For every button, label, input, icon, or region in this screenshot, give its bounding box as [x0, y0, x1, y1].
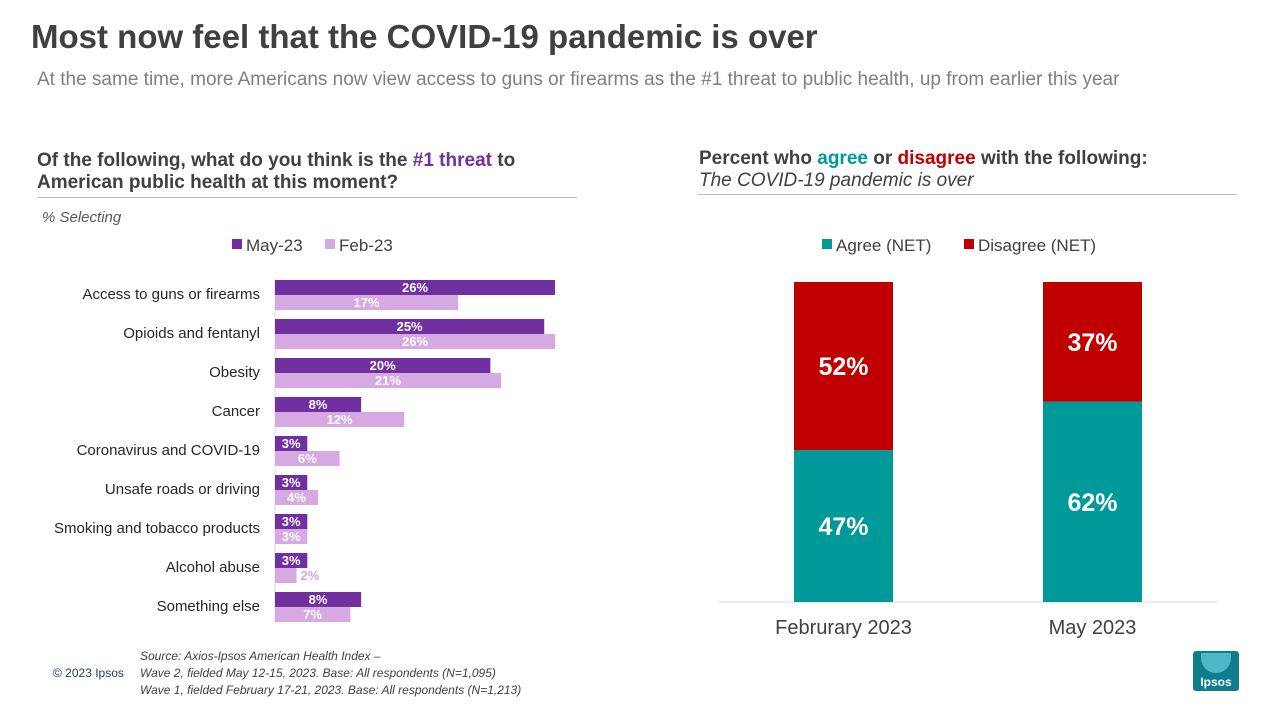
right-question-statement: The COVID-19 pandemic is over: [699, 170, 974, 191]
left-divider: [37, 197, 577, 198]
legend-swatch-agree: [822, 239, 832, 249]
bar-value-label: 8%: [309, 397, 328, 412]
bar-value-label: 21%: [375, 373, 401, 388]
stack-segment-agree: [794, 450, 893, 602]
bar-value-label: 26%: [402, 334, 428, 349]
bar-value-label: 2%: [301, 568, 320, 583]
bar-value-label: 25%: [397, 319, 423, 334]
bar-value-label: 26%: [402, 280, 428, 295]
legend-label-feb: Feb-23: [339, 236, 393, 255]
bar-value-label: 3%: [282, 553, 301, 568]
bar-may: [275, 280, 555, 295]
left-question-pre: Of the following, what do you think is t…: [37, 150, 413, 171]
category-label: Unsafe roads or driving: [105, 481, 260, 498]
bar-feb: [275, 529, 308, 544]
bar-value-label: 3%: [282, 436, 301, 451]
copyright: © 2023 Ipsos: [53, 666, 124, 680]
x-category-label: Februrary 2023: [775, 617, 912, 639]
bar-feb: [275, 295, 459, 310]
bar-value-label: 12%: [327, 412, 353, 427]
legend-label-agree: Agree (NET): [836, 236, 931, 255]
source-line: Source: Axios-Ipsos American Health Inde…: [140, 649, 381, 663]
ipsos-logo: Ipsos: [1193, 651, 1239, 691]
stack-segment-disagree: [1043, 282, 1142, 402]
bar-feb: [275, 334, 555, 349]
bar-value-label: 8%: [309, 592, 328, 607]
right-question-line1: Percent who agree or disagree with the f…: [699, 148, 1239, 170]
right-q-mid: or: [867, 148, 898, 169]
bar-feb: [275, 490, 319, 505]
logo-mark: [1201, 653, 1231, 673]
bar-feb: [275, 373, 502, 388]
stack-value-label: 52%: [818, 353, 868, 381]
right-q-suffix: with the following:: [975, 148, 1148, 169]
bar-value-label: 17%: [354, 295, 380, 310]
category-label: Coronavirus and COVID-19: [77, 442, 260, 459]
legend-label-disagree: Disagree (NET): [978, 236, 1096, 255]
logo-text: Ipsos: [1200, 675, 1232, 689]
category-label: Access to guns or firearms: [82, 286, 260, 303]
stack-segment-disagree: [794, 282, 893, 451]
bar-may: [275, 436, 308, 451]
right-q-disagree-word: disagree: [897, 148, 976, 169]
bar-value-label: 3%: [282, 529, 301, 544]
right-q-prefix: Percent who: [699, 148, 818, 169]
bar-feb: [275, 568, 297, 583]
category-label: Cancer: [212, 403, 260, 420]
bar-may: [275, 514, 308, 529]
bar-value-label: 3%: [282, 475, 301, 490]
left-question: Of the following, what do you think is t…: [37, 150, 597, 194]
left-question-post: to American public health at this moment…: [37, 150, 516, 193]
legend-swatch-may: [232, 239, 242, 249]
category-label: Something else: [157, 598, 260, 615]
legend-label-may: May-23: [246, 236, 303, 255]
category-label: Opioids and fentanyl: [123, 325, 260, 342]
bar-value-label: 20%: [370, 358, 396, 373]
stack-value-label: 37%: [1067, 329, 1117, 357]
category-label: Alcohol abuse: [166, 559, 260, 576]
source-line: Wave 1, fielded February 17-21, 2023. Ba…: [140, 683, 522, 697]
right-divider: [697, 194, 1237, 195]
x-category-label: May 2023: [1049, 617, 1137, 639]
bar-may: [275, 592, 362, 607]
page-title: Most now feel that the COVID-19 pandemic…: [31, 18, 818, 55]
source-note: Source: Axios-Ipsos American Health Inde…: [140, 648, 521, 699]
bar-feb: [275, 451, 340, 466]
stack-value-label: 62%: [1067, 489, 1117, 517]
legend-swatch-disagree: [964, 239, 974, 249]
bar-feb: [275, 607, 351, 622]
left-question-highlight: #1 threat: [412, 150, 492, 171]
right-q-agree-word: agree: [817, 148, 868, 169]
bar-may: [275, 358, 491, 373]
bar-may: [275, 319, 545, 334]
bar-may: [275, 553, 308, 568]
source-line: Wave 2, fielded May 12-15, 2023. Base: A…: [140, 666, 496, 680]
bar-feb: [275, 412, 405, 427]
percent-selecting-note: % Selecting: [42, 209, 122, 226]
legend-swatch-feb: [325, 239, 335, 249]
bar-value-label: 4%: [287, 490, 306, 505]
stack-segment-agree: [1043, 401, 1142, 602]
bar-may: [275, 397, 362, 412]
page-subtitle: At the same time, more Americans now vie…: [37, 69, 1120, 90]
right-question: Percent who agree or disagree with the f…: [699, 148, 1239, 192]
category-label: Obesity: [209, 364, 260, 381]
bar-value-label: 6%: [298, 451, 317, 466]
category-label: Smoking and tobacco products: [54, 520, 260, 537]
bar-may: [275, 475, 308, 490]
bar-value-label: 3%: [282, 514, 301, 529]
bar-value-label: 7%: [303, 607, 322, 622]
stack-value-label: 47%: [818, 513, 868, 541]
